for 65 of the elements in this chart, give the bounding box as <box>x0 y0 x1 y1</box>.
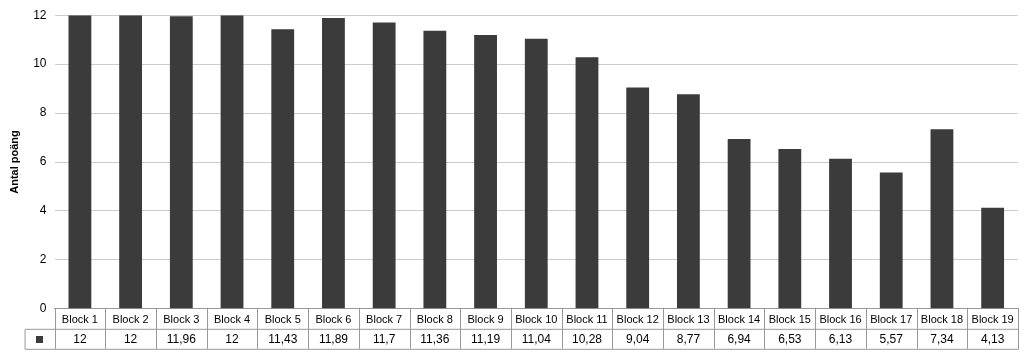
bar <box>829 158 852 309</box>
x-tick-label: Block 8 <box>416 313 453 326</box>
bar <box>879 172 903 309</box>
y-tick-label: 10 <box>33 56 47 71</box>
x-tick-label: Block 3 <box>163 313 200 326</box>
x-tick-label: Block 6 <box>315 313 352 326</box>
bar <box>271 29 295 309</box>
y-tick-label: 2 <box>39 252 47 267</box>
bar <box>474 35 497 309</box>
x-tick-label: Block 16 <box>819 313 862 326</box>
bar <box>68 15 92 309</box>
y-tick-label: 6 <box>39 154 47 169</box>
bar <box>727 139 751 309</box>
data-label: 4,13 <box>980 332 1005 347</box>
x-tick-label: Block 5 <box>264 313 301 326</box>
data-label: 7,34 <box>930 332 954 347</box>
bar <box>930 129 954 309</box>
data-label: 10,28 <box>571 332 603 347</box>
bar <box>372 22 396 309</box>
y-tick-label: 12 <box>33 7 47 22</box>
data-label: 11,43 <box>268 332 298 347</box>
data-label: 8,77 <box>676 332 701 347</box>
y-tick-label: 8 <box>39 105 47 120</box>
x-tick-label: Block 1 <box>61 313 98 326</box>
x-tick-label: Block 4 <box>213 313 251 326</box>
bar <box>220 15 244 309</box>
bar <box>423 30 447 309</box>
x-tick-label: Block 11 <box>566 313 608 326</box>
bar <box>626 87 650 309</box>
data-label: 5,57 <box>879 332 904 347</box>
data-label: 11,19 <box>471 332 501 347</box>
bar <box>322 17 345 309</box>
bar <box>119 15 143 309</box>
x-tick-label: Block 14 <box>718 313 761 326</box>
x-tick-label: Block 10 <box>515 313 558 326</box>
data-label: 12 <box>225 332 240 347</box>
x-tick-label: Block 2 <box>112 313 149 326</box>
bar <box>778 149 802 309</box>
bar <box>981 207 1005 309</box>
data-label: 12 <box>123 332 138 347</box>
y-axis-title: Antal poäng <box>7 130 20 194</box>
x-tick-label: Block 13 <box>667 313 710 326</box>
data-label: 11,89 <box>318 332 349 347</box>
y-tick-label: 4 <box>39 203 47 218</box>
x-tick-label: Block 17 <box>870 313 913 326</box>
bar <box>169 16 193 309</box>
data-label: 6,94 <box>727 332 752 347</box>
bar <box>676 94 700 309</box>
data-label: 11,36 <box>420 332 450 347</box>
y-tick-label: 0 <box>39 301 47 316</box>
data-label: 6,13 <box>828 332 853 347</box>
data-label: 11,04 <box>521 332 552 347</box>
bar <box>575 57 599 309</box>
data-label: 11,7 <box>372 332 396 347</box>
x-tick-label: Block 15 <box>768 313 811 326</box>
data-label: 11,96 <box>166 332 197 347</box>
data-label: 12 <box>73 332 87 347</box>
x-tick-label: Block 19 <box>971 313 1014 326</box>
data-label: 6,53 <box>778 332 802 347</box>
x-tick-label: Block 12 <box>616 313 659 326</box>
data-label: 9,04 <box>626 332 650 347</box>
x-tick-label: Block 7 <box>366 313 403 326</box>
x-tick-label: Block 18 <box>920 313 964 326</box>
bar <box>524 38 548 309</box>
x-tick-label: Block 9 <box>467 313 504 326</box>
